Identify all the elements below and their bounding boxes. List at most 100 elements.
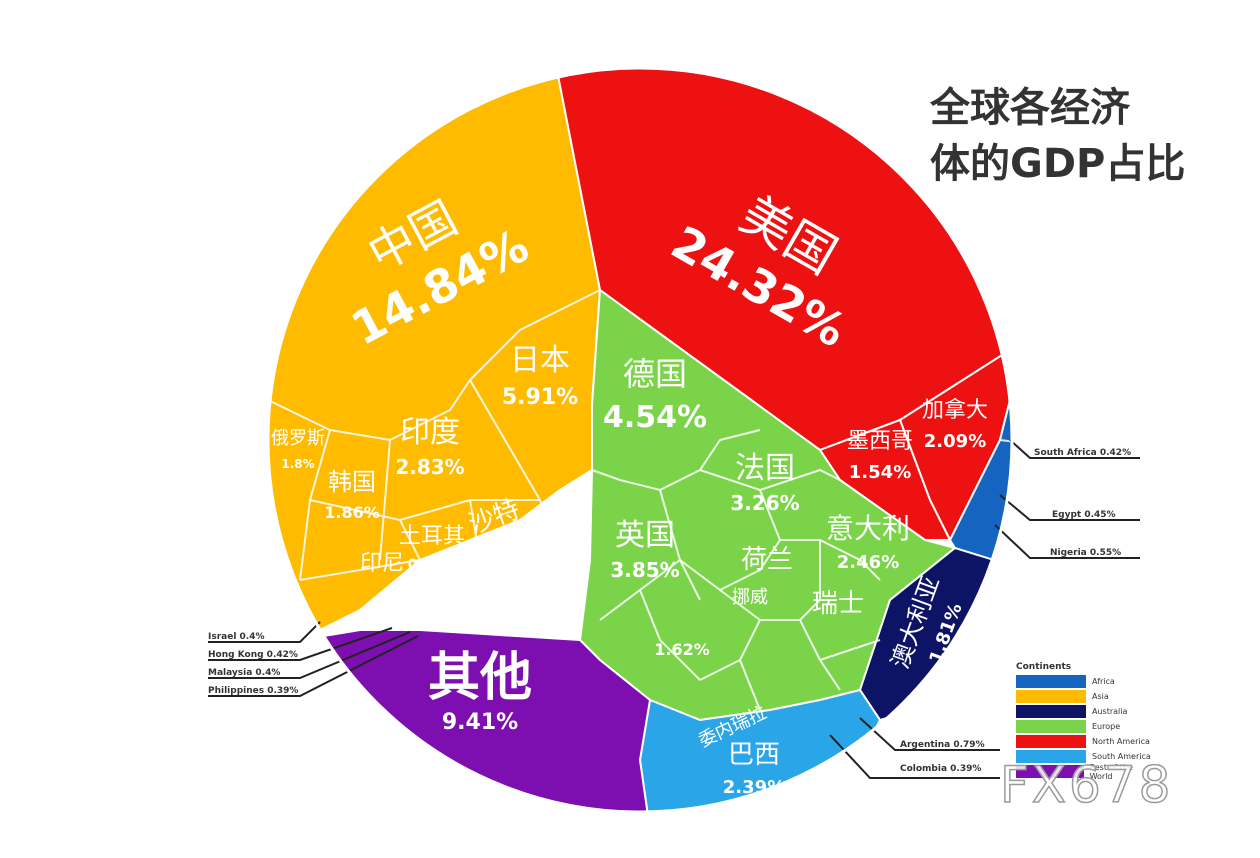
label-mexico-name: 墨西哥 bbox=[847, 429, 913, 454]
label-brazil-name: 巴西 bbox=[728, 740, 780, 770]
label-canada-name: 加拿大 bbox=[922, 397, 988, 423]
legend-swatch bbox=[1016, 690, 1086, 703]
label-indonesia-name: 印尼 bbox=[360, 551, 404, 576]
label-uk-name: 英国 bbox=[615, 518, 675, 553]
label-switzerland-name: 瑞士 bbox=[812, 589, 864, 619]
label-japan-value: 5.91% bbox=[502, 385, 578, 410]
legend-label: Australia bbox=[1092, 707, 1128, 716]
label-uk: 英国 3.85% bbox=[610, 518, 679, 582]
legend-swatch bbox=[1016, 705, 1086, 718]
chart-title-line-1: 全球各经济 bbox=[930, 85, 1130, 131]
cell-border-23 bbox=[819, 639, 881, 661]
cell-border-25 bbox=[1009, 499, 1012, 506]
legend-swatch bbox=[1016, 765, 1084, 778]
legend-item: South America bbox=[1016, 749, 1156, 764]
label-turkey: 土耳其 0.97% bbox=[399, 524, 465, 573]
legend-item: Europe bbox=[1016, 719, 1156, 734]
cell-border-16 bbox=[780, 539, 881, 581]
legend-rows: Africa Asia Australia Europe North America So… bbox=[1016, 674, 1156, 781]
label-turkey-name: 土耳其 bbox=[399, 524, 465, 549]
legend-item: Australia bbox=[1016, 704, 1156, 719]
label-india: 印度 2.83% bbox=[395, 415, 464, 479]
legend-swatch bbox=[1016, 720, 1086, 733]
legend-label: Europe bbox=[1092, 722, 1121, 731]
label-russia: 俄罗斯 1.8% bbox=[271, 428, 325, 471]
cell-border-21 bbox=[639, 589, 701, 681]
label-india-value: 2.83% bbox=[395, 455, 464, 479]
legend-label: Rest of the World bbox=[1089, 762, 1133, 781]
label-italy-name: 意大利 bbox=[826, 512, 910, 545]
label-india-name: 印度 bbox=[400, 415, 460, 450]
label-russia-value: 1.8% bbox=[281, 457, 314, 471]
label-mexico-value: 1.54% bbox=[849, 462, 911, 483]
chart-title: 全球各经济 体的GDP占比 bbox=[930, 80, 1185, 192]
cell-border-8 bbox=[419, 559, 461, 631]
legend-swatch bbox=[1016, 675, 1086, 688]
label-france-value: 3.26% bbox=[730, 491, 799, 515]
callout-right-line-3 bbox=[859, 717, 1000, 751]
label-mexico: 墨西哥 1.54% bbox=[847, 429, 913, 483]
label-canada-value: 2.09% bbox=[924, 431, 986, 452]
callout-left-line-2 bbox=[208, 631, 411, 679]
label-indonesia: 印尼 bbox=[360, 551, 404, 576]
label-germany-value: 4.54% bbox=[603, 400, 707, 435]
chart-outline bbox=[266, 66, 1014, 814]
callout-right-line-2 bbox=[994, 524, 1140, 559]
label-norway: 挪威 bbox=[732, 587, 768, 608]
label-brazil: 巴西 2.39% bbox=[723, 740, 785, 798]
legend-item: North America bbox=[1016, 734, 1156, 749]
label-europe_other: 1.62% bbox=[654, 640, 710, 659]
callout-right-line-4 bbox=[829, 734, 1000, 779]
legend-label: Asia bbox=[1092, 692, 1109, 701]
label-italy: 意大利 2.46% bbox=[826, 512, 910, 573]
cell-border-15 bbox=[679, 489, 782, 592]
label-germany: 德国 4.54% bbox=[603, 355, 707, 435]
label-other-value: 9.41% bbox=[442, 710, 518, 735]
callout-left-3: Philippines 0.39% bbox=[208, 686, 298, 696]
label-france: 法国 3.26% bbox=[730, 451, 799, 515]
label-russia-name: 俄罗斯 bbox=[271, 428, 325, 449]
label-italy-value: 2.46% bbox=[837, 552, 899, 573]
label-japan-name: 日本 bbox=[510, 343, 570, 378]
callout-right-4: Colombia 0.39% bbox=[900, 764, 981, 774]
chart-callouts: Israel 0.4% Hong Kong 0.42% Malaysia 0.4% P… bbox=[208, 439, 1140, 779]
label-netherlands: 荷兰 bbox=[741, 545, 793, 575]
label-switzerland: 瑞士 bbox=[812, 589, 864, 619]
label-germany-name: 德国 bbox=[623, 355, 687, 393]
cell-border-22 bbox=[699, 659, 741, 681]
legend-swatch bbox=[1016, 750, 1086, 763]
callout-left-2: Malaysia 0.4% bbox=[208, 668, 280, 678]
label-europe_other-value: 1.62% bbox=[654, 640, 710, 659]
chart-title-line-2: 体的GDP占比 bbox=[930, 141, 1186, 187]
legend-item: Rest of the World bbox=[1016, 762, 1156, 781]
label-uae-name: UAE bbox=[476, 597, 509, 616]
legend-label: South America bbox=[1092, 752, 1151, 761]
label-uae: UAE bbox=[476, 597, 509, 616]
cell-border-7 bbox=[299, 559, 421, 581]
callout-left-0: Israel 0.4% bbox=[208, 632, 265, 642]
callout-right-line-0 bbox=[1009, 439, 1140, 459]
cell-border-12 bbox=[591, 429, 761, 492]
label-korea-name: 韩国 bbox=[328, 468, 376, 496]
legend-item: Asia bbox=[1016, 689, 1156, 704]
cell-border-2 bbox=[469, 379, 541, 501]
legend-swatch bbox=[1016, 735, 1086, 748]
legend-item: Africa bbox=[1016, 674, 1156, 689]
label-other: 其他9.41% bbox=[428, 648, 532, 735]
label-korea-value: 1.86% bbox=[324, 503, 380, 522]
legend-title: Continents bbox=[1016, 662, 1072, 672]
cell-border-1 bbox=[469, 289, 601, 381]
label-norway-name: 挪威 bbox=[732, 587, 768, 608]
cell-border-0 bbox=[379, 379, 471, 561]
cell-border-24 bbox=[999, 439, 1012, 446]
callout-right-1: Egypt 0.45% bbox=[1052, 510, 1116, 520]
label-canada: 加拿大 2.09% bbox=[922, 397, 988, 452]
callout-left-line-0 bbox=[208, 621, 321, 643]
label-turkey-value: 0.97% bbox=[408, 557, 457, 573]
label-brazil-value: 2.39% bbox=[723, 777, 785, 798]
callout-right-2: Nigeria 0.55% bbox=[1050, 548, 1121, 558]
label-netherlands-name: 荷兰 bbox=[741, 545, 793, 575]
callout-right-3: Argentina 0.79% bbox=[900, 740, 985, 750]
